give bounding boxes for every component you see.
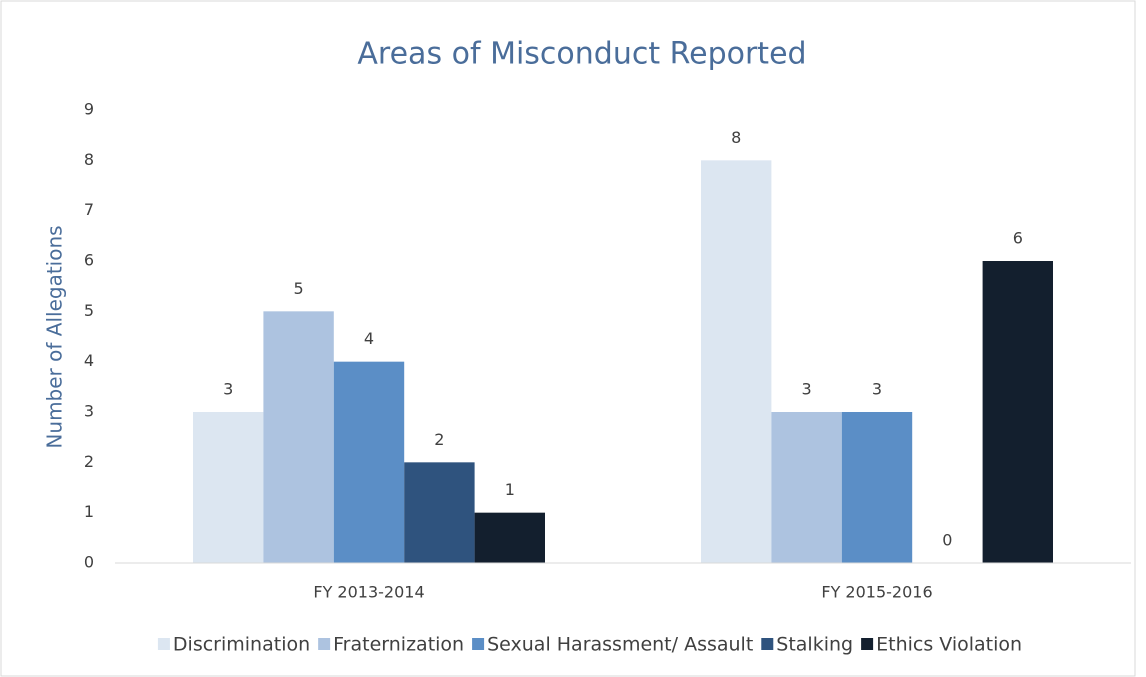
legend-label: Fraternization (333, 634, 464, 656)
legend-swatch (761, 638, 774, 650)
y-tick-label: 3 (84, 402, 94, 421)
y-tick-label: 1 (84, 502, 94, 521)
data-label: 3 (223, 380, 233, 399)
y-tick-label: 5 (84, 301, 94, 320)
bar (404, 462, 475, 563)
legend-swatch (157, 638, 170, 650)
y-axis-label: Number of Allegations (43, 225, 67, 448)
y-tick-label: 2 (84, 452, 94, 471)
bar (333, 361, 405, 563)
x-tick-label: FY 2013-2014 (313, 583, 424, 602)
legend-swatch (472, 638, 485, 650)
x-tick-label: FY 2015-2016 (821, 583, 932, 602)
data-label: 4 (364, 329, 374, 348)
legend: Discrimination Fraternization Sexual Haras… (157, 634, 1022, 656)
data-label: 3 (872, 380, 882, 399)
y-tick-label: 4 (84, 351, 94, 370)
legend-label: Ethics Violation (876, 634, 1022, 656)
legend-label: Stalking (776, 634, 853, 656)
data-label: 5 (294, 279, 304, 298)
bar (701, 160, 772, 564)
y-tick-label: 7 (84, 200, 94, 219)
legend-label: Discrimination (173, 634, 310, 656)
legend-swatch (318, 638, 331, 650)
data-label: 0 (942, 531, 952, 550)
y-tick-label: 0 (84, 553, 94, 572)
legend-swatch (861, 638, 874, 650)
bar (263, 311, 334, 563)
y-tick-label: 9 (84, 100, 94, 119)
y-tick-label: 6 (84, 251, 94, 270)
bar (193, 412, 264, 563)
data-label: 1 (505, 480, 515, 499)
bar (771, 412, 842, 563)
bar (841, 412, 913, 563)
legend-label: Sexual Harassment/ Assault (487, 634, 753, 656)
y-tick-label: 8 (84, 150, 94, 169)
chart-title: Areas of Misconduct Reported (357, 37, 806, 72)
data-label: 3 (802, 380, 812, 399)
data-label: 2 (434, 430, 444, 449)
bar (982, 261, 1053, 563)
data-label: 8 (731, 128, 741, 147)
data-label: 6 (1013, 229, 1023, 248)
bar (474, 512, 545, 563)
